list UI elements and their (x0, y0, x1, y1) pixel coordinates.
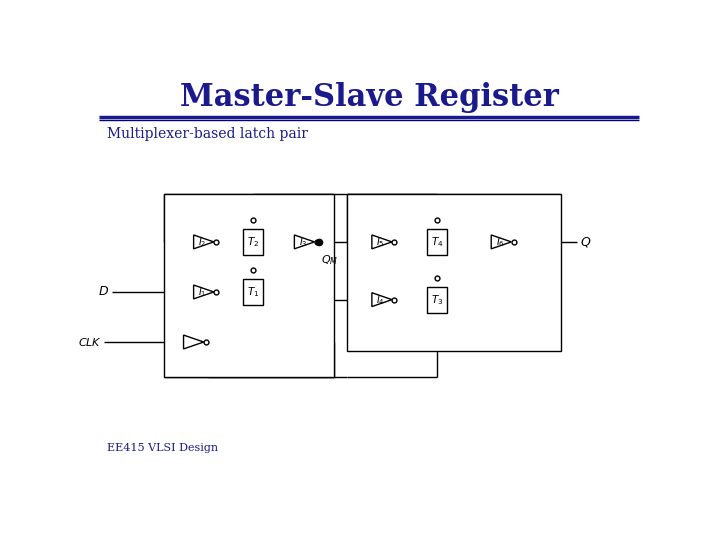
Text: $Q_M$: $Q_M$ (322, 253, 338, 267)
Text: Multiplexer-based latch pair: Multiplexer-based latch pair (107, 127, 308, 141)
Text: $I_6$: $I_6$ (495, 235, 504, 249)
Bar (427, 287, 447, 313)
Polygon shape (491, 235, 511, 249)
Text: $T_1$: $T_1$ (246, 285, 259, 299)
Text: $I_3$: $I_3$ (299, 235, 307, 249)
Text: $T_3$: $T_3$ (431, 293, 444, 307)
Text: $T_2$: $T_2$ (247, 235, 259, 249)
Bar (243, 229, 263, 255)
Polygon shape (194, 285, 214, 299)
Text: $D$: $D$ (99, 286, 109, 299)
Text: Master-Slave Register: Master-Slave Register (179, 82, 559, 113)
Bar (347, 194, 561, 351)
Polygon shape (372, 293, 392, 307)
Polygon shape (184, 335, 204, 349)
Bar (427, 229, 447, 255)
Polygon shape (372, 235, 392, 249)
Text: $I_1$: $I_1$ (198, 285, 207, 299)
Text: $I_2$: $I_2$ (198, 235, 207, 249)
Text: EE415 VLSI Design: EE415 VLSI Design (107, 443, 218, 453)
Bar (163, 194, 334, 377)
Bar (243, 279, 263, 305)
Text: $CLK$: $CLK$ (78, 336, 102, 348)
Text: $I_4$: $I_4$ (377, 293, 385, 307)
Polygon shape (194, 235, 214, 249)
Text: $Q$: $Q$ (580, 235, 591, 249)
Text: $T_4$: $T_4$ (431, 235, 444, 249)
Polygon shape (294, 235, 315, 249)
Text: $I_5$: $I_5$ (377, 235, 385, 249)
